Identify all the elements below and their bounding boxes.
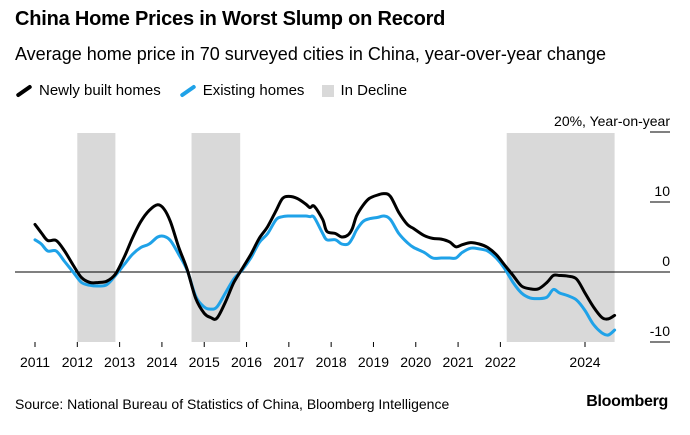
- x-tick-label-6: 2017: [273, 354, 304, 370]
- y-tick-label-3: -10: [650, 323, 670, 339]
- bloomberg-logo: Bloomberg: [586, 393, 668, 410]
- legend-item-newly-built: Newly built homes: [15, 82, 161, 99]
- x-tick-label-1: 2012: [62, 354, 93, 370]
- legend-label-decline: In Decline: [340, 82, 408, 99]
- x-tick-label-11: 2022: [485, 354, 516, 370]
- x-tick-label-2: 2013: [104, 354, 135, 370]
- legend: Newly built homes Existing homes In Decl…: [15, 82, 407, 99]
- decline-band-0: [77, 133, 116, 342]
- x-tick-label-3: 2014: [146, 354, 177, 370]
- source-note: Source: National Bureau of Statistics of…: [15, 396, 450, 412]
- x-tick-label-9: 2020: [400, 354, 431, 370]
- legend-swatch-decline: [322, 84, 335, 97]
- legend-item-existing: Existing homes: [179, 82, 305, 99]
- y-tick-label-0: 20%, Year-on-year: [554, 113, 670, 129]
- decline-band-2: [506, 133, 615, 342]
- decline-band-1: [191, 133, 241, 342]
- chart-title: China Home Prices in Worst Slump on Reco…: [15, 8, 446, 30]
- x-tick-label-10: 2021: [442, 354, 473, 370]
- x-tick-label-8: 2019: [358, 354, 389, 370]
- chart-subtitle: Average home price in 70 surveyed cities…: [15, 44, 606, 64]
- y-tick-label-2: 0: [662, 253, 670, 269]
- series-line-newly-built: [33, 192, 617, 321]
- series-line-existing: [33, 214, 617, 337]
- x-tick-label-0: 2011: [20, 354, 50, 370]
- x-tick-label-12: 2024: [569, 354, 600, 370]
- legend-item-decline: In Decline: [322, 82, 407, 99]
- x-tick-label-5: 2016: [231, 354, 262, 370]
- y-tick-label-1: 10: [654, 183, 670, 199]
- x-tick-label-4: 2015: [189, 354, 220, 370]
- legend-label-newly-built: Newly built homes: [39, 82, 161, 99]
- x-tick-label-7: 2018: [316, 354, 347, 370]
- legend-label-existing: Existing homes: [202, 82, 305, 99]
